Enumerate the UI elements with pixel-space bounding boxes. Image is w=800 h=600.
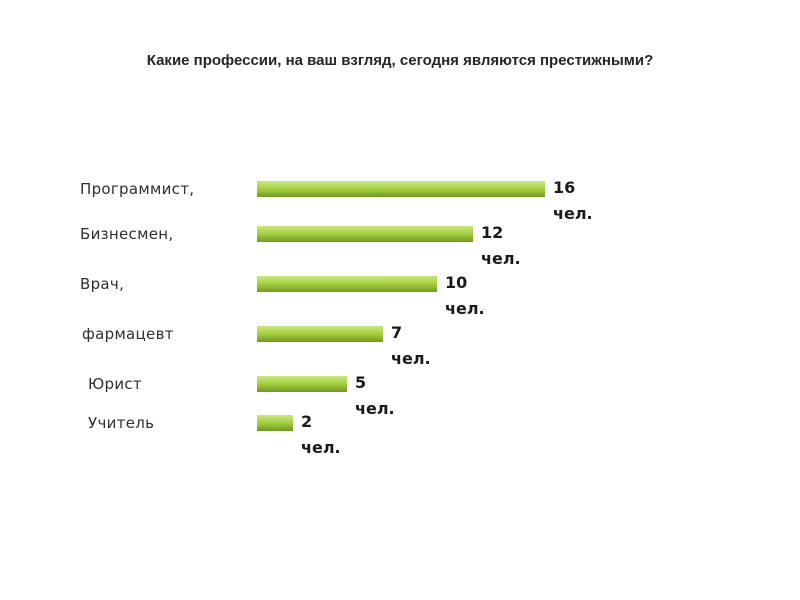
category-label: фармацевт (82, 325, 174, 343)
value-label: 12 чел. (481, 223, 521, 268)
bar (257, 415, 293, 431)
category-label: Бизнесмен, (80, 225, 173, 243)
chart-title: Какие профессии, на ваш взгляд, сегодня … (146, 52, 654, 69)
category-label: Программист, (80, 180, 194, 198)
bar (257, 276, 437, 292)
bar (257, 326, 383, 342)
value-label: 10 чел. (445, 273, 485, 318)
category-label: Врач, (80, 275, 124, 293)
bar (257, 226, 473, 242)
value-label: 2 чел. (301, 412, 341, 457)
bar (257, 376, 347, 392)
value-label: 16 чел. (553, 178, 593, 223)
category-label: Юрист (88, 375, 142, 393)
bar (257, 181, 545, 197)
value-label: 5 чел. (355, 373, 395, 418)
value-label: 7 чел. (391, 323, 431, 368)
category-label: Учитель (88, 414, 154, 432)
